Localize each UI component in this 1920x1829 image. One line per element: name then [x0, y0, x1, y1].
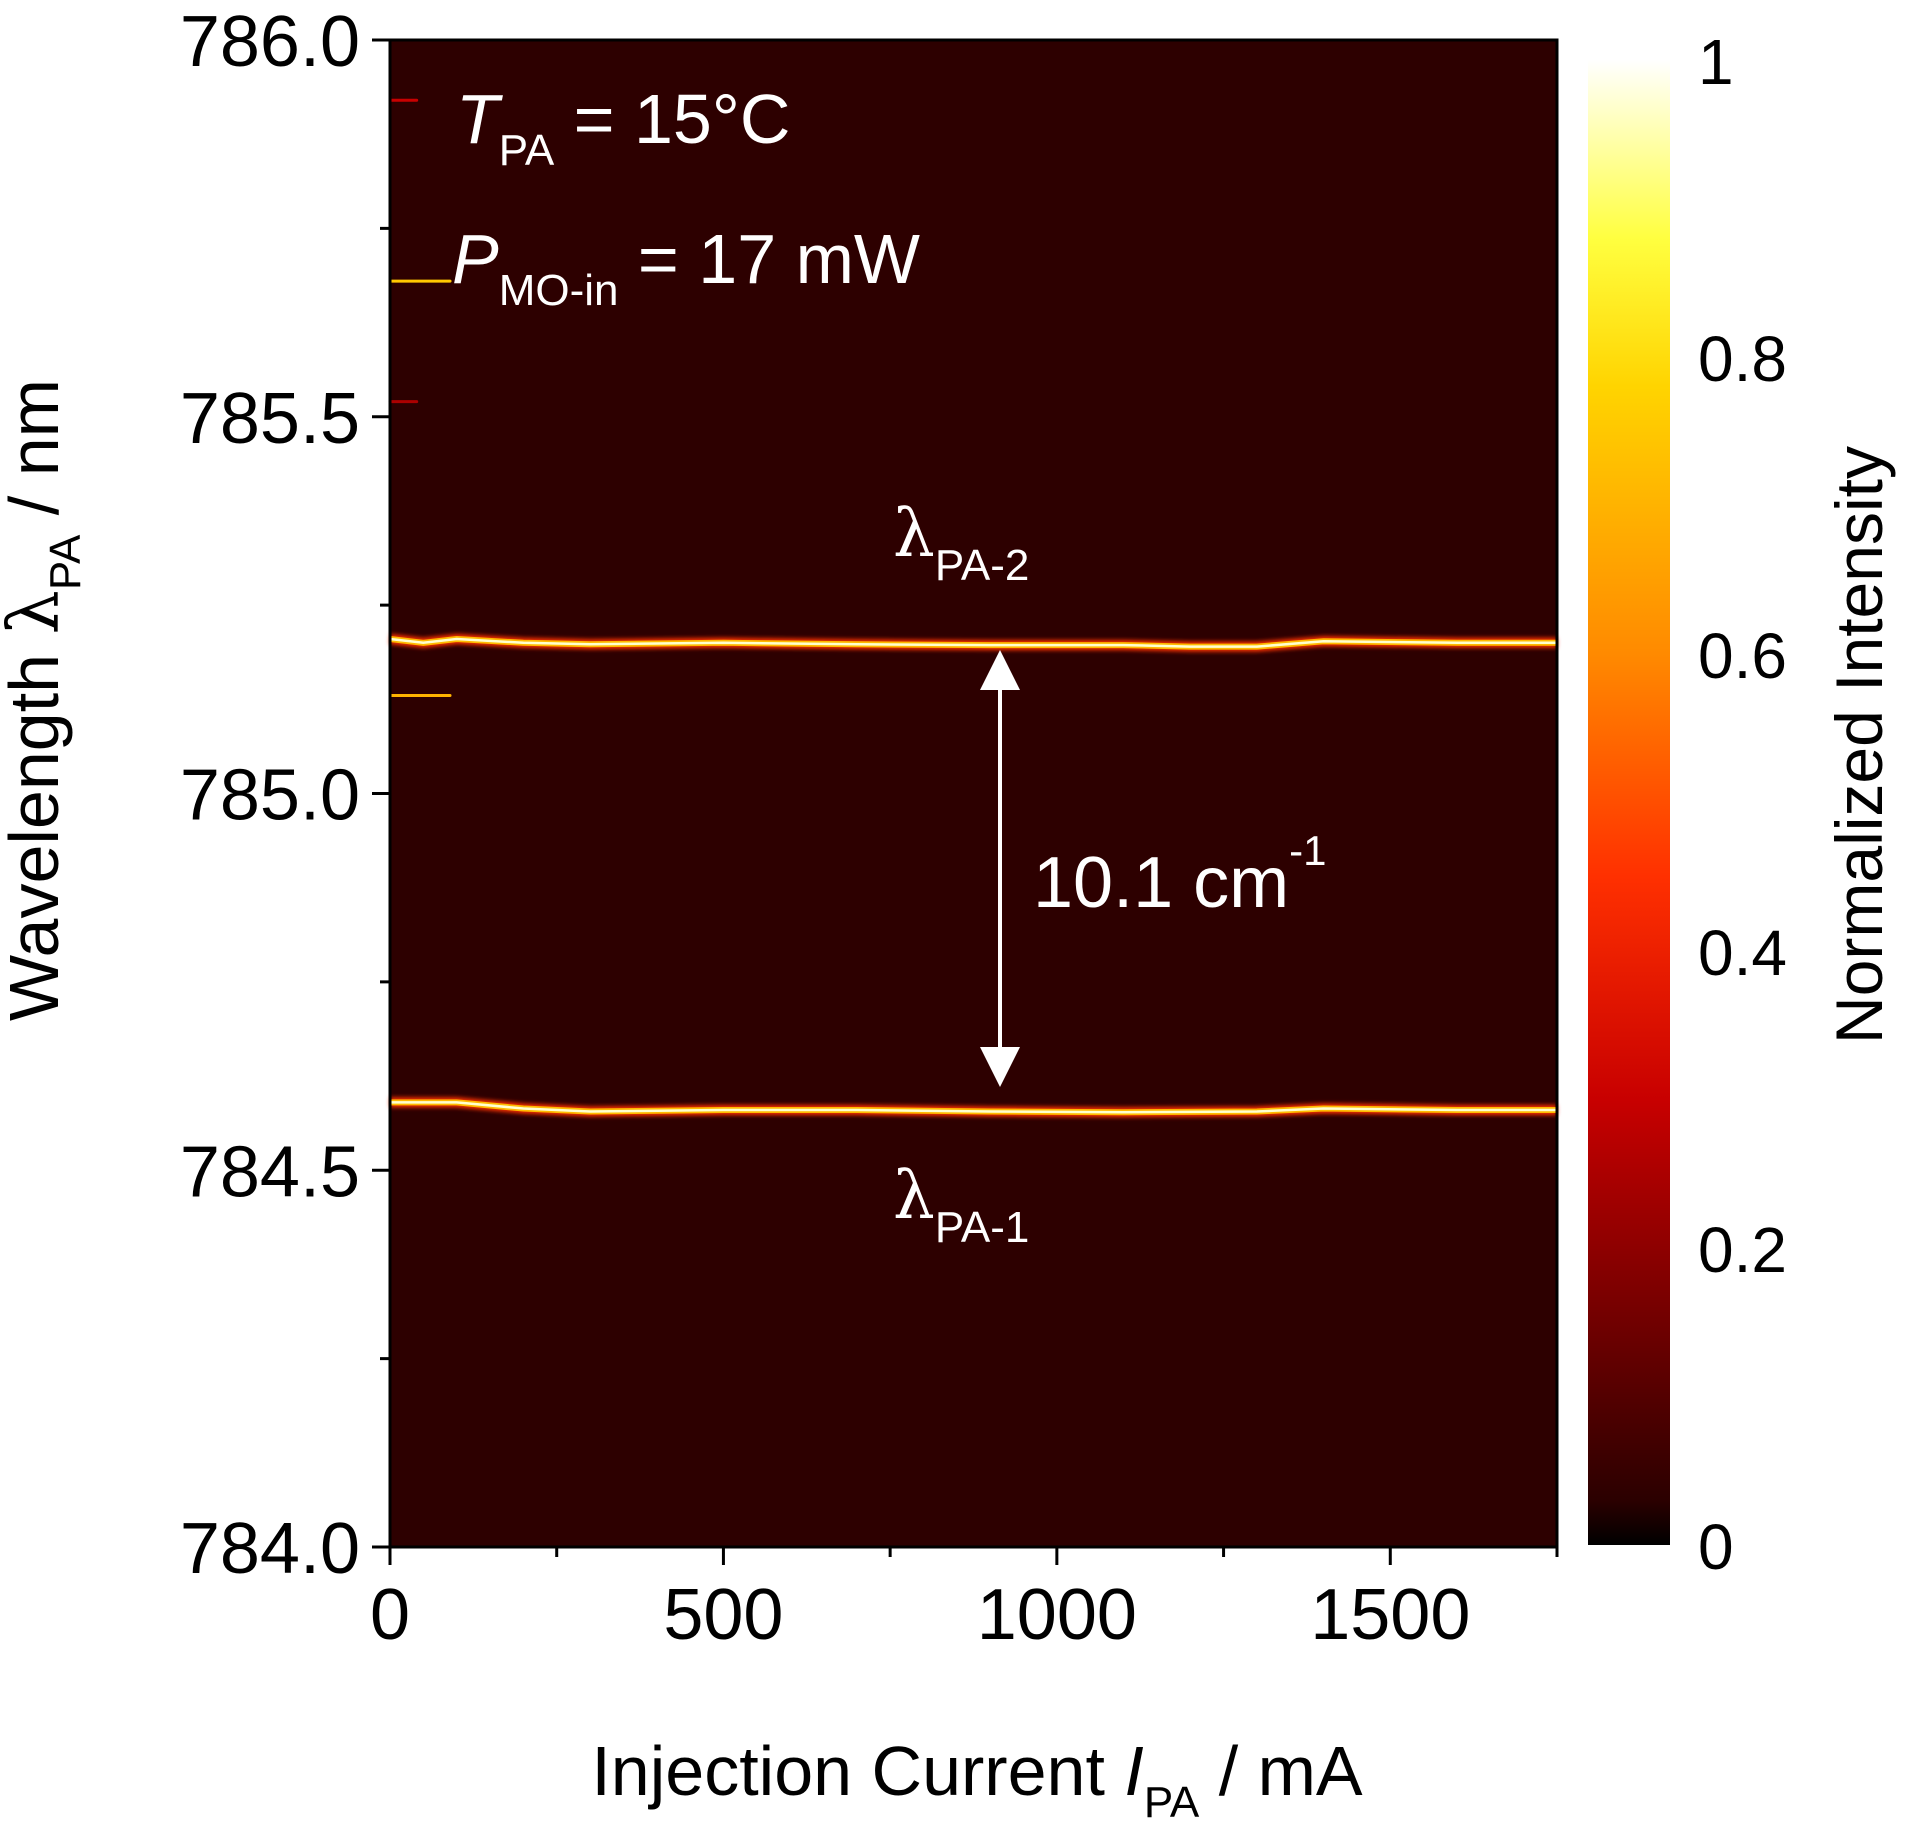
- mode-lines: [389, 633, 1557, 1118]
- colorbar-gradient: [1588, 60, 1670, 1545]
- colorbar: 0 0.2 0.4 0.6 0.8 1 Normalized Intensity: [1588, 26, 1896, 1583]
- colorbar-tick-label-1: 0.2: [1698, 1214, 1787, 1286]
- annotation-temperature: TPA = 15°C: [456, 80, 790, 175]
- x-tick-label-1: 500: [663, 1575, 783, 1655]
- y-tick-label-0: 784.0: [180, 1509, 360, 1589]
- y-tick-label-3: 785.5: [180, 379, 360, 459]
- spacing-arrowhead-down: [980, 1047, 1020, 1087]
- colorbar-tick-label-5: 1: [1698, 26, 1734, 98]
- mode-labels: λPA-2 λPA-1: [893, 495, 1029, 1252]
- weak-features: [388, 98, 452, 698]
- y-tick-label-1: 784.5: [180, 1132, 360, 1212]
- mode-label-pa2: λPA-2: [893, 495, 1029, 590]
- x-tick-label-0: 0: [370, 1575, 410, 1655]
- colorbar-tick-label-2: 0.4: [1698, 917, 1787, 989]
- x-tick-label-3: 1500: [1310, 1575, 1470, 1655]
- mode-label-pa1: λPA-1: [893, 1157, 1029, 1252]
- tick-labels: 0 500 1000 1500 784.0 784.5 785.0 785.5 786.0: [180, 2, 1471, 1655]
- x-axis-title: Injection Current IPA / mA: [591, 1732, 1363, 1827]
- heatmap-plot-area: [388, 40, 1557, 1547]
- axes: [372, 38, 1559, 1565]
- spacing-arrow: 10.1 cm-1: [980, 650, 1326, 1087]
- colorbar-tick-label-4: 0.8: [1698, 323, 1787, 395]
- spacing-arrowhead-up: [980, 650, 1020, 690]
- x-tick-label-2: 1000: [977, 1575, 1137, 1655]
- annotation-input-power: PMO-in = 17 mW: [452, 220, 920, 315]
- mode-line-core-0: [389, 637, 1557, 648]
- y-tick-label-4: 786.0: [180, 2, 360, 82]
- colorbar-title: Normalized Intensity: [1822, 446, 1896, 1044]
- colorbar-tick-labels: 0 0.2 0.4 0.6 0.8 1: [1698, 26, 1787, 1583]
- colorbar-tick-label-3: 0.6: [1698, 620, 1787, 692]
- heatmap-background: [390, 40, 1557, 1547]
- y-axis-title: Wavelength λPA / nm: [0, 379, 90, 1021]
- colorbar-tick-label-0: 0: [1698, 1511, 1734, 1583]
- mode-line-core-1: [390, 1101, 1557, 1114]
- y-tick-label-2: 785.0: [180, 756, 360, 836]
- spacing-label: 10.1 cm-1: [1033, 827, 1326, 923]
- annotation-conditions: TPA = 15°C PMO-in = 17 mW: [452, 80, 920, 315]
